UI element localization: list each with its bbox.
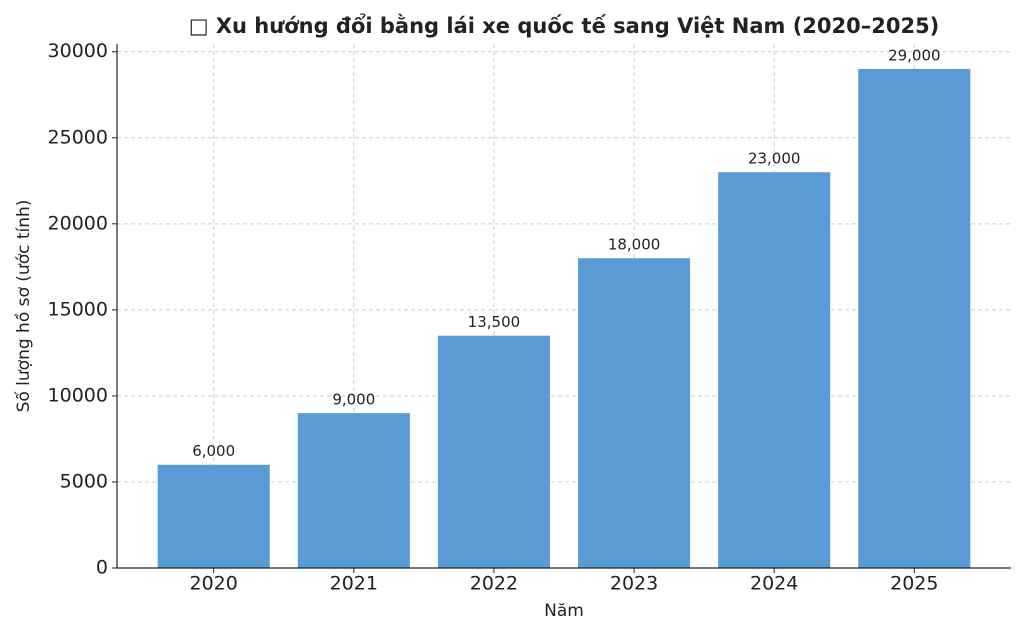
chart-title: □ Xu hướng đổi bằng lái xe quốc tế sang …: [189, 13, 940, 38]
bar: [437, 335, 550, 568]
y-axis-label: Số lượng hồ sơ (ước tính): [13, 200, 34, 413]
value-label: 13,500: [468, 313, 521, 331]
bar: [297, 413, 410, 568]
bar: [718, 172, 831, 568]
y-tick-label: 10000: [48, 384, 108, 406]
y-tick-label: 30000: [48, 40, 108, 62]
y-tick-label: 20000: [48, 212, 108, 234]
value-label: 18,000: [608, 236, 661, 254]
y-tick-label: 15000: [48, 298, 108, 320]
value-label: 6,000: [192, 442, 235, 460]
bar: [578, 258, 691, 568]
x-tick-label: 2021: [330, 573, 378, 595]
value-label: 9,000: [332, 391, 375, 409]
x-tick-label: 2020: [190, 573, 238, 595]
y-tick-label: 0: [96, 557, 108, 579]
x-tick-label: 2024: [750, 573, 798, 595]
x-axis-label: Năm: [544, 601, 584, 621]
bar: [157, 464, 270, 568]
x-tick-label: 2023: [610, 573, 658, 595]
value-label: 29,000: [888, 46, 941, 64]
y-tick-label: 25000: [48, 126, 108, 148]
bar: [858, 68, 971, 568]
y-tick-label: 5000: [60, 470, 108, 492]
value-label: 23,000: [748, 150, 801, 168]
x-tick-label: 2022: [470, 573, 518, 595]
x-tick-label: 2025: [890, 573, 938, 595]
